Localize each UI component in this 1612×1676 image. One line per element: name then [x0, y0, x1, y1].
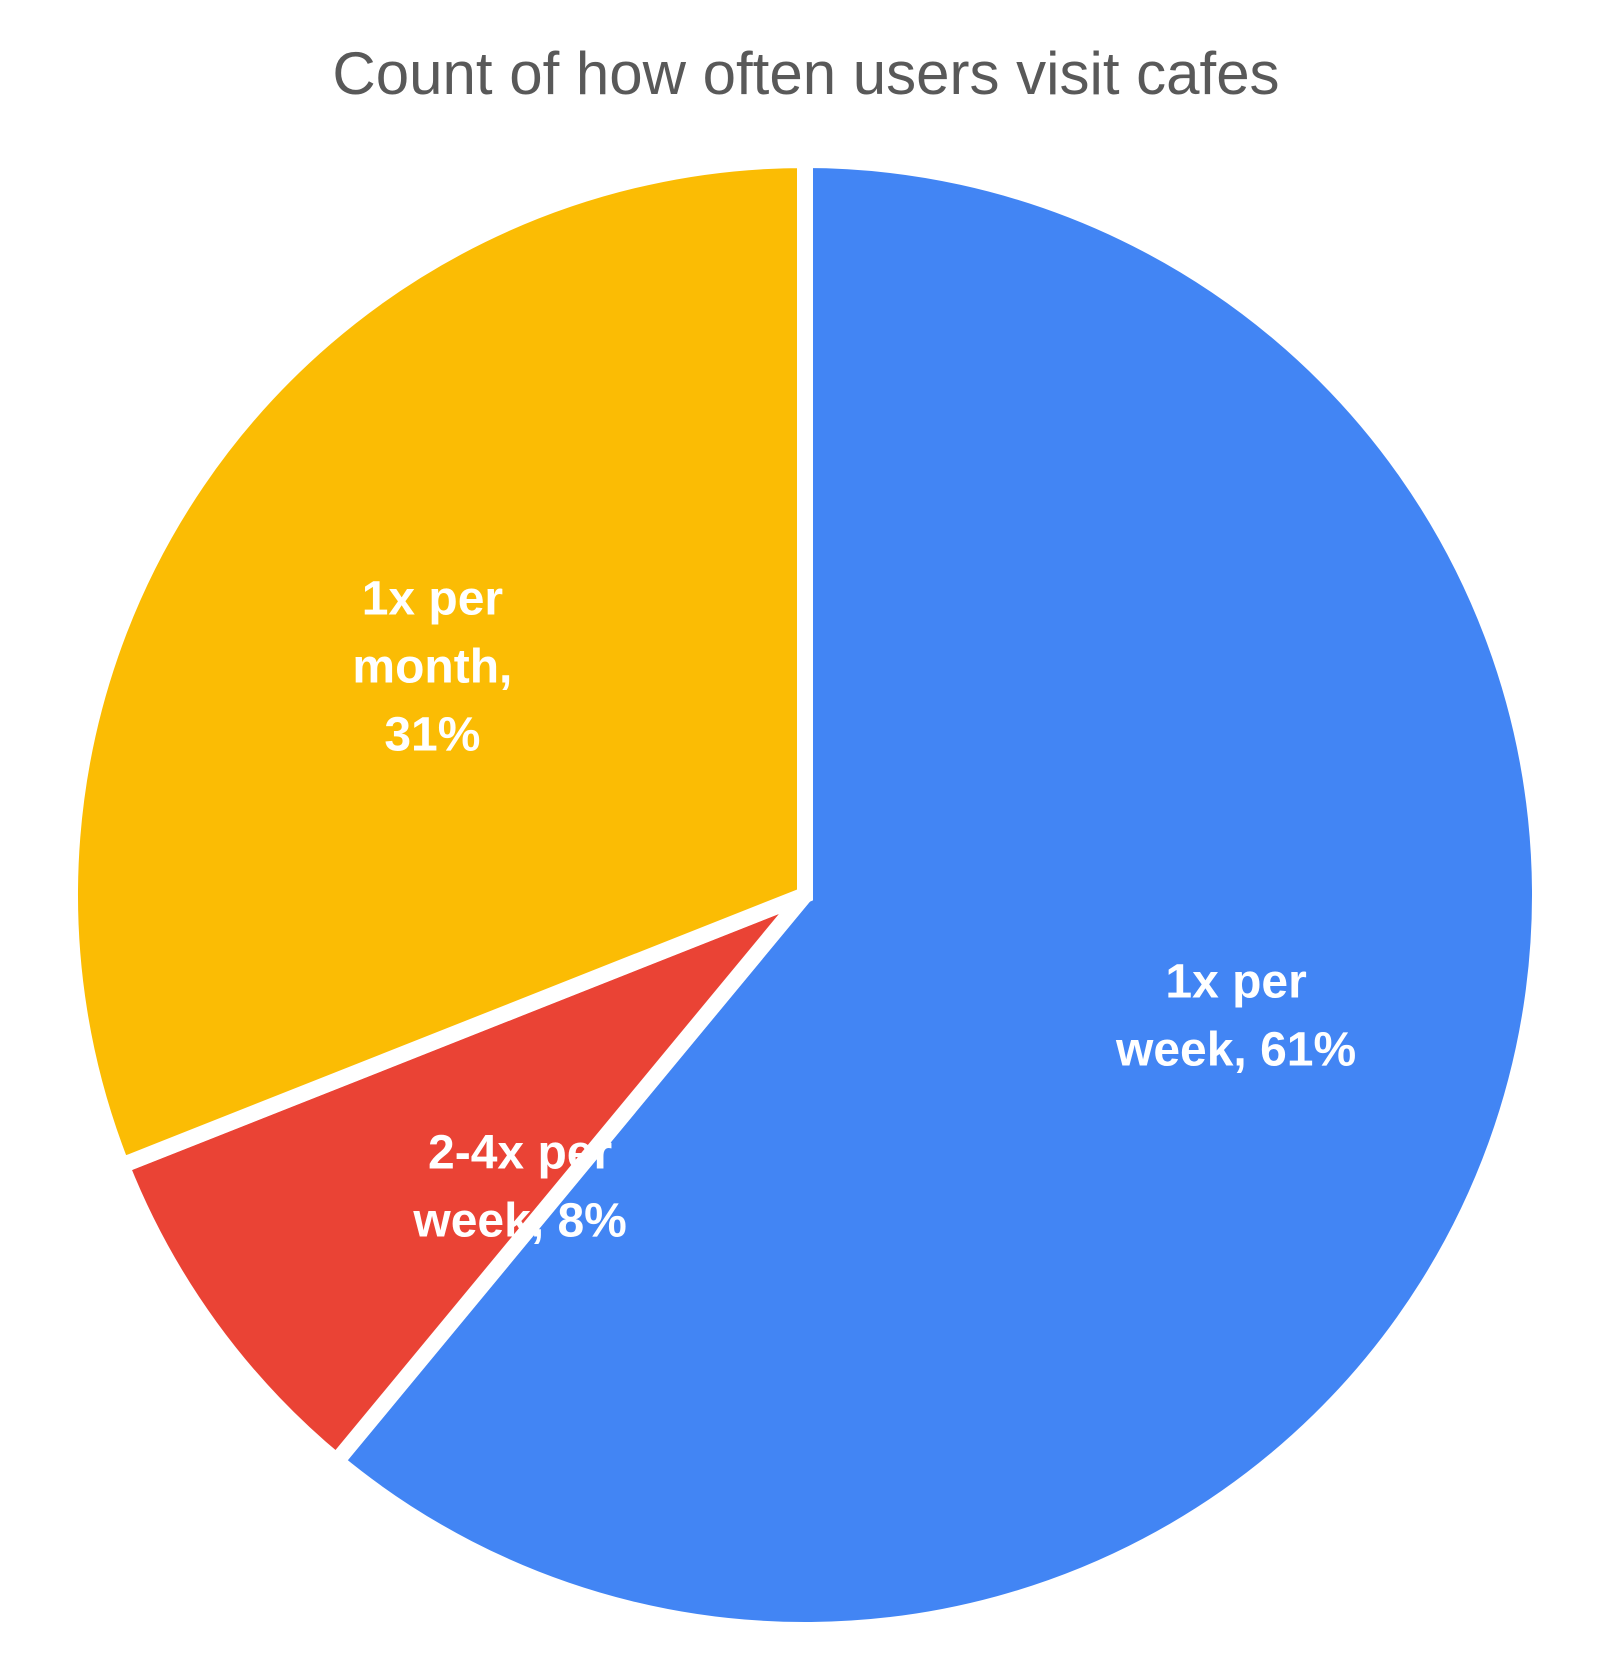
- pie-slice-1x-per-week: [325, 151, 1548, 1638]
- slice-label-line: week, 8%: [412, 1195, 626, 1248]
- chart-title: Count of how often users visit cafes: [332, 40, 1279, 107]
- slice-label-1x-per-month: 1x per month, 31%: [352, 572, 512, 761]
- slice-label-line: month,: [352, 640, 512, 693]
- slice-label-1x-per-week: 1x per week, 61%: [1115, 955, 1356, 1076]
- pie-slices: [62, 151, 1548, 1638]
- slice-label-line: 31%: [384, 708, 480, 761]
- slice-label-2-4x-per-week: 2-4x per week, 8%: [412, 1127, 626, 1248]
- slice-label-line: 2-4x per: [428, 1127, 612, 1180]
- pie-slice-2-4x-per-week: [111, 887, 812, 1473]
- slice-label-line: week, 61%: [1115, 1023, 1356, 1076]
- pie-slice-labels: 1x per week, 61% 2-4x per week, 8% 1x per mon…: [352, 572, 1356, 1247]
- slice-label-line: 1x per: [1165, 955, 1306, 1008]
- slice-label-line: 1x per: [362, 572, 503, 625]
- pie-slice-1x-per-month: [62, 151, 813, 1176]
